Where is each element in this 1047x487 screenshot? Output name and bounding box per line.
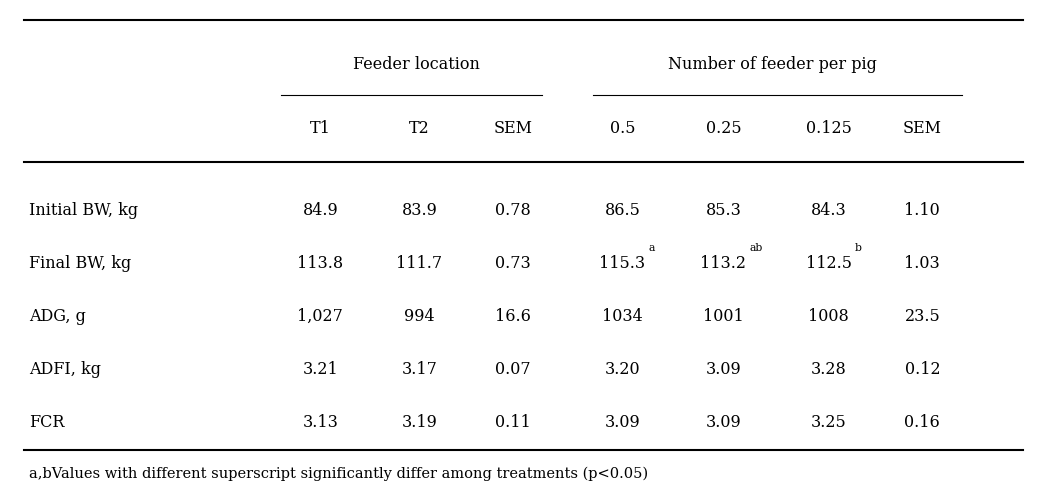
Text: SEM: SEM — [903, 120, 942, 137]
Text: a: a — [648, 244, 654, 253]
Text: 3.28: 3.28 — [810, 361, 847, 378]
Text: 23.5: 23.5 — [905, 308, 940, 325]
Text: 3.19: 3.19 — [401, 414, 438, 431]
Text: Final BW, kg: Final BW, kg — [29, 255, 131, 272]
Text: 0.5: 0.5 — [609, 120, 636, 137]
Text: 0.73: 0.73 — [495, 255, 531, 272]
Text: 1001: 1001 — [704, 308, 743, 325]
Text: Initial BW, kg: Initial BW, kg — [29, 202, 138, 219]
Text: 1,027: 1,027 — [297, 308, 343, 325]
Text: 85.3: 85.3 — [706, 202, 741, 219]
Text: 3.17: 3.17 — [401, 361, 438, 378]
Text: 112.5: 112.5 — [805, 255, 851, 272]
Text: 3.20: 3.20 — [604, 361, 641, 378]
Text: 83.9: 83.9 — [401, 202, 438, 219]
Text: 1.10: 1.10 — [905, 202, 940, 219]
Text: 1034: 1034 — [602, 308, 643, 325]
Text: 994: 994 — [404, 308, 435, 325]
Text: 115.3: 115.3 — [599, 255, 646, 272]
Text: 111.7: 111.7 — [397, 255, 443, 272]
Text: FCR: FCR — [29, 414, 64, 431]
Text: 3.25: 3.25 — [810, 414, 847, 431]
Text: 0.07: 0.07 — [495, 361, 531, 378]
Text: T1: T1 — [310, 120, 331, 137]
Text: 0.16: 0.16 — [905, 414, 940, 431]
Text: 84.3: 84.3 — [810, 202, 847, 219]
Text: 1.03: 1.03 — [905, 255, 940, 272]
Text: 0.78: 0.78 — [495, 202, 531, 219]
Text: 1008: 1008 — [808, 308, 849, 325]
Text: 0.12: 0.12 — [905, 361, 940, 378]
Text: 16.6: 16.6 — [495, 308, 531, 325]
Text: 0.125: 0.125 — [806, 120, 851, 137]
Text: 3.09: 3.09 — [604, 414, 641, 431]
Text: 0.11: 0.11 — [495, 414, 531, 431]
Text: b: b — [854, 244, 862, 253]
Text: 0.25: 0.25 — [706, 120, 741, 137]
Text: ADG, g: ADG, g — [29, 308, 86, 325]
Text: 84.9: 84.9 — [303, 202, 338, 219]
Text: 3.09: 3.09 — [706, 414, 741, 431]
Text: Number of feeder per pig: Number of feeder per pig — [668, 56, 876, 73]
Text: Feeder location: Feeder location — [353, 56, 481, 73]
Text: 3.09: 3.09 — [706, 361, 741, 378]
Text: ADFI, kg: ADFI, kg — [29, 361, 101, 378]
Text: 113.2: 113.2 — [700, 255, 747, 272]
Text: a,bValues with different superscript significantly differ among treatments (p<0.: a,bValues with different superscript sig… — [29, 467, 648, 481]
Text: ab: ab — [750, 244, 763, 253]
Text: 86.5: 86.5 — [604, 202, 641, 219]
Text: SEM: SEM — [493, 120, 533, 137]
Text: 3.21: 3.21 — [303, 361, 338, 378]
Text: 3.13: 3.13 — [303, 414, 338, 431]
Text: T2: T2 — [409, 120, 429, 137]
Text: 113.8: 113.8 — [297, 255, 343, 272]
